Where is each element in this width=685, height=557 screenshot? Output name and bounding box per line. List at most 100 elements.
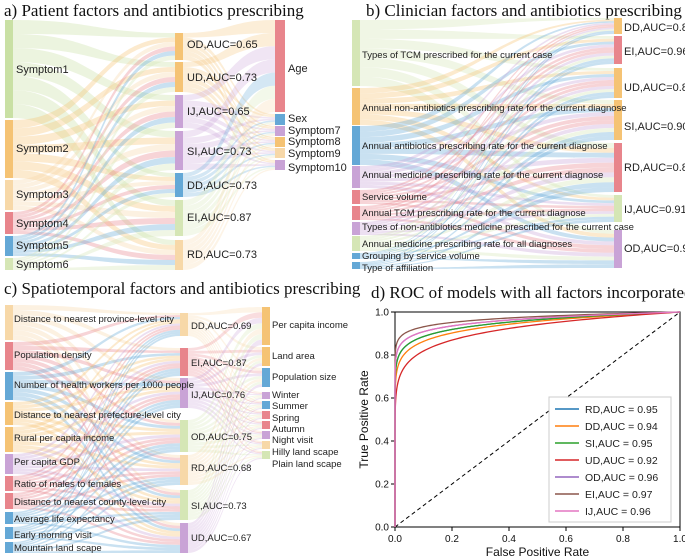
flow-band [13,517,180,552]
flow-band [13,330,180,493]
flow-band [13,388,180,464]
flow-band [13,476,180,521]
flow-band [188,359,262,404]
label-c-mid-1: EI,AUC=0.87 [191,358,247,369]
flow-band [13,253,175,265]
label-c-right-5: Spring [272,413,299,424]
flow-band [13,511,180,523]
flow-band [360,92,614,256]
flow-band [13,368,180,516]
flow-band [13,346,180,354]
flow-band [188,349,262,354]
label-c-left-8: Average life expectancy [14,514,115,525]
node-sex [275,114,285,125]
flow-band [13,329,180,514]
flow-band [188,339,262,526]
flow-band [360,95,614,265]
label-c-right-4: Summer [272,401,308,412]
flow-band [188,357,262,461]
label-od-auc-0-65: OD,AUC=0.65 [187,39,258,51]
node-rd-auc-0-73 [175,240,183,270]
flow-band [188,404,262,436]
flow-band [13,448,180,537]
flow-band [13,402,180,533]
flow-band [188,334,262,493]
node-symptom3 [5,180,13,210]
flow-band [360,114,614,201]
node-c-right-0 [262,307,270,345]
flow-band [360,57,614,148]
label-ij-auc-0-91: IJ,AUC=0.91 [624,204,685,216]
flow-band [13,399,180,518]
flow-band [13,82,175,242]
flow-band [183,134,275,255]
label-c-mid-3: OD,AUC=0.75 [191,432,252,443]
label-b-left-4: Service volume [362,192,427,203]
node-b-0 [352,20,360,86]
label-c-right-1: Land area [272,351,316,362]
node-od-auc-0-93 [614,230,622,268]
flow-band [13,380,180,387]
flow-band [13,468,180,507]
flow-band [13,365,180,498]
flow-band [13,90,175,206]
flow-band [183,153,275,193]
flow-band [183,82,275,151]
flow-band [188,315,262,350]
flow-band [188,402,262,445]
flow-band [13,386,180,412]
flow-band [13,440,180,503]
flow-band [13,201,175,218]
y-axis-label: True Positive Rate [357,370,371,469]
flow-band [13,405,180,547]
flow-band [183,133,275,218]
x-tick-label: 1.0 [673,534,685,545]
flow-band [360,22,614,170]
node-c-left-4 [5,427,13,452]
flow-band [13,397,180,500]
node-c-right-7 [262,431,270,439]
node-c-right-1 [262,347,270,366]
label-dd-auc-0-73: DD,AUC=0.73 [187,180,257,192]
flow-band [183,37,275,116]
x-tick-label: 0.6 [559,534,573,545]
label-c-left-7: Distance to nearest county-level city [14,497,166,508]
label-symptom5: Symptom5 [16,240,69,252]
label-c-mid-5: SI,AUC=0.73 [191,501,247,512]
flow-band [13,360,180,460]
flow-band [13,321,180,431]
node-symptom8 [275,137,285,147]
flow-band [188,444,262,449]
node-b-7 [352,236,360,251]
flow-band [13,117,175,245]
flow-band [188,352,262,384]
node-dd-auc-0-87 [614,18,622,34]
flow-band [13,437,180,485]
legend-label: SI,AUC = 0.95 [585,438,653,450]
flow-band [183,152,275,164]
flow-band [13,373,180,546]
flow-band [13,388,180,438]
node-symptom6 [5,258,13,270]
node-c-right-5 [262,411,270,419]
legend-label: IJ,AUC = 0.96 [585,506,651,518]
node-c-left-3 [5,402,13,425]
label-c-left-6: Ratio of males to females [14,479,121,490]
flow-band [13,104,175,245]
flow-band [183,85,275,206]
flow-band [183,46,275,139]
panel-d-title: d) ROC of models with all factors incorp… [371,283,685,302]
flow-band [360,153,614,204]
label-dd-auc-0-87: DD,AUC=0.87 [624,22,685,34]
label-c-right-6: Autumn [272,424,305,435]
flow-band [183,121,275,212]
flow-band [183,130,275,151]
flow-band [13,418,180,501]
node-c-left-8 [5,512,13,524]
node-c-mid-6 [180,523,188,553]
node-c-left-7 [5,493,13,509]
flow-band [360,159,614,242]
flow-band [360,109,614,153]
flow-band [183,131,275,185]
